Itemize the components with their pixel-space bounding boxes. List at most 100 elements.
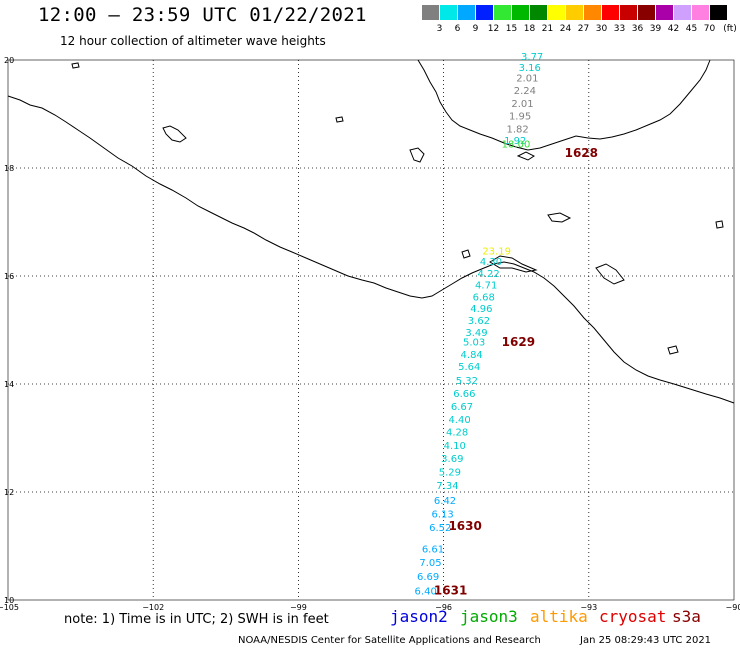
wave-height-value: 6.42 — [434, 496, 456, 507]
wave-height-value: 6.52 — [429, 523, 451, 534]
wave-height-value: 18.00 — [502, 139, 531, 150]
wave-height-value: 4.96 — [470, 304, 492, 315]
wave-height-value: 3.62 — [468, 316, 490, 327]
wave-height-value: 6.61 — [422, 544, 444, 555]
wave-height-value: 6.67 — [451, 402, 473, 413]
wave-height-value: 6.69 — [417, 572, 439, 583]
pass-time-label: 1628 — [565, 146, 598, 160]
legend-swatch — [566, 5, 583, 20]
legend-swatch — [638, 5, 655, 20]
satellite-altika: altika — [530, 607, 588, 626]
legend-swatch — [494, 5, 511, 20]
map-frame — [7, 59, 735, 601]
wave-height-value: 6.66 — [453, 389, 475, 400]
credit-text: NOAA/NESDIS Center for Satellite Applica… — [238, 635, 541, 646]
wave-height-value: 6.68 — [473, 292, 495, 303]
legend-label: 9 — [472, 24, 479, 34]
latitude-tick-label: 12 — [4, 488, 14, 497]
wave-height-value: 6.13 — [432, 509, 454, 520]
satellite-jason3: jason3 — [460, 607, 518, 626]
legend-swatch — [512, 5, 529, 20]
wave-height-value: 4.22 — [477, 269, 499, 280]
island-shape — [547, 212, 572, 223]
legend-swatch — [476, 5, 493, 20]
legend-label: 70 — [703, 24, 716, 34]
legend-swatch — [674, 5, 691, 20]
wave-height-value: 1.82 — [507, 124, 529, 135]
latitude-tick-label: 20 — [4, 56, 14, 65]
legend-swatch — [620, 5, 637, 20]
legend-swatch — [440, 5, 457, 20]
longitude-tick-label: −102 — [142, 603, 164, 612]
wave-height-value: 4.28 — [446, 427, 468, 438]
island-shape — [335, 116, 344, 123]
legend-label: 30 — [595, 24, 608, 34]
wave-height-value: 2.01 — [516, 74, 538, 85]
legend-swatch — [548, 5, 565, 20]
pass-time-label: 1629 — [502, 335, 535, 349]
wave-height-value: 4.40 — [448, 415, 470, 426]
legend-label: 45 — [685, 24, 698, 34]
wave-height-value: 4.84 — [461, 350, 483, 361]
legend-label: 33 — [613, 24, 626, 34]
island-shape — [715, 220, 724, 229]
latitude-tick-label: 14 — [4, 380, 14, 389]
legend-label: 12 — [487, 24, 500, 34]
pass-time-label: 1631 — [434, 584, 467, 598]
island-shape — [409, 147, 425, 163]
latitude-tick-label: 10 — [4, 596, 14, 605]
legend-label: 21 — [541, 24, 554, 34]
altimeter-tracks: 3.773.162.012.242.011.951.821.9218.00162… — [415, 52, 598, 598]
footnote: note: 1) Time is in UTC; 2) SWH is in fe… — [64, 612, 329, 627]
graticule: −105 −102 −99 −96 −93 −90 20 18 16 14 12 10 — [0, 56, 740, 612]
island-shape — [71, 62, 80, 69]
coastline — [7, 59, 735, 404]
pass-time-label: 1630 — [448, 519, 481, 533]
legend-label: 24 — [559, 24, 572, 34]
wave-height-value: 1.92 — [504, 136, 526, 147]
wave-height-value: 4.30 — [480, 257, 502, 268]
legend-label: 6 — [454, 24, 461, 34]
wave-height-value: 6.40 — [415, 587, 437, 598]
legend-label: 3 — [436, 24, 443, 34]
legend-swatch — [692, 5, 709, 20]
wave-height-value: 5.29 — [439, 467, 461, 478]
wave-height-value: 5.64 — [458, 362, 480, 373]
longitude-tick-label: −105 — [0, 603, 19, 612]
legend-label: 15 — [505, 24, 518, 34]
longitude-tick-label: −96 — [435, 603, 452, 612]
satellite-jason2: jason2 — [390, 607, 448, 626]
wave-height-value: 3.16 — [519, 63, 541, 74]
longitude-tick-label: −90 — [726, 603, 740, 612]
legend-label: 27 — [577, 24, 590, 34]
wave-height-value: 7.34 — [436, 481, 458, 492]
island-shape — [461, 249, 471, 259]
legend-label: 42 — [667, 24, 680, 34]
island-shape — [162, 125, 187, 143]
latitude-tick-label: 18 — [4, 164, 14, 173]
pacific-coastline — [7, 95, 735, 404]
wave-height-value: 3.49 — [465, 328, 487, 339]
island-shape — [516, 151, 535, 161]
wave-height-value: 4.71 — [475, 280, 497, 291]
island-shape — [595, 263, 625, 285]
legend-unit: (ft) — [723, 24, 737, 34]
wave-height-value: 3.77 — [521, 52, 543, 63]
wave-height-value: 7.05 — [419, 558, 441, 569]
legend-swatch — [530, 5, 547, 20]
island-shape — [489, 255, 538, 273]
island-shape — [667, 345, 679, 355]
gulf-coastline — [417, 59, 711, 151]
legend-swatch — [584, 5, 601, 20]
wave-height-value: 2.24 — [514, 86, 536, 97]
legend-swatch — [458, 5, 475, 20]
page-title: 12:00 – 23:59 UTC 01/22/2021 — [38, 4, 367, 26]
legend-label: 39 — [649, 24, 662, 34]
wave-height-value: 1.95 — [509, 111, 531, 122]
longitude-tick-label: −93 — [580, 603, 597, 612]
satellite-s3a: s3a — [672, 607, 701, 626]
wave-height-value: 23.19 — [482, 246, 511, 257]
page-subtitle: 12 hour collection of altimeter wave hei… — [60, 34, 326, 48]
timestamp-text: Jan 25 08:29:43 UTC 2021 — [580, 635, 712, 646]
